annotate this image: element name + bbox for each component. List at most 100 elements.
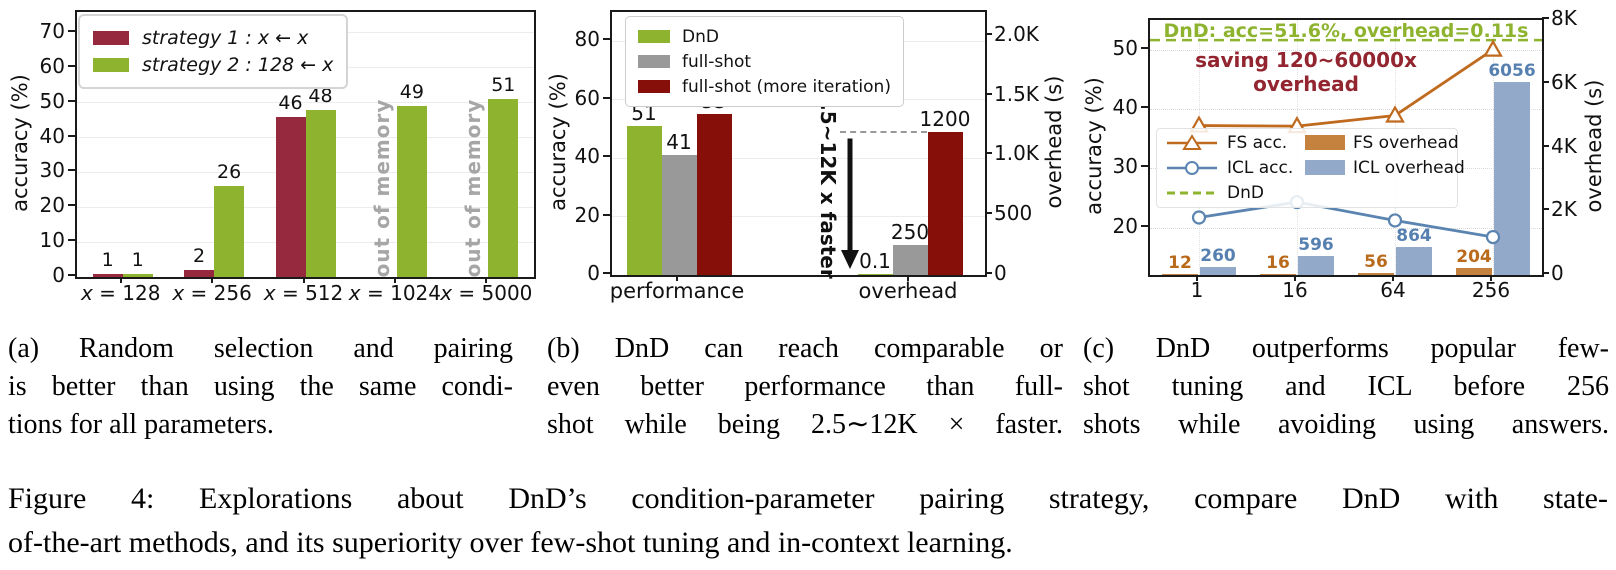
- y-tick-label: 20: [574, 202, 600, 227]
- caption-line: shot while being 2.5∼12K × faster.: [547, 409, 1063, 440]
- y-axis-label-right-text: overhead (s): [1582, 79, 1606, 212]
- subcaption-c: (c) DnD outperforms popular few-shot tun…: [1083, 306, 1609, 444]
- caption-line: of-the-art methods, and its superiority …: [8, 526, 1013, 559]
- x-tick-label: 16: [1282, 278, 1308, 302]
- x-tick-mark: [1196, 275, 1198, 281]
- y-tick-label: 60: [574, 85, 600, 110]
- bar-FS overhead: [1456, 268, 1492, 275]
- y-tick-label: 40: [39, 123, 65, 148]
- bar-full-shot (more iteration): [927, 131, 963, 275]
- y-axis-label-left-text: accuracy (%): [1082, 76, 1106, 215]
- legend-swatch: [1305, 160, 1345, 175]
- legend-label: ICL acc.: [1227, 158, 1294, 178]
- y-tick-label-right: 4K: [1551, 133, 1577, 158]
- legend-line-icon: [1167, 191, 1217, 195]
- bar-strategy1: [184, 270, 215, 277]
- y-tick-label-right: 6K: [1551, 69, 1577, 94]
- subcaption-a: (a) Random selection and pairing is bette…: [8, 306, 513, 444]
- x-tick-var: x: [440, 281, 453, 305]
- y-tick-label-right: 1.0K: [994, 141, 1039, 166]
- legend-swatch: [638, 55, 670, 68]
- bar-full-shot: [661, 155, 697, 275]
- dashed-reference-line: [840, 130, 927, 133]
- x-tick-mark: [1392, 275, 1394, 281]
- bar-FS overhead: [1162, 273, 1198, 275]
- x-tick-label: x = 5000: [440, 281, 533, 305]
- y-tick-mark: [603, 96, 610, 99]
- x-tick-label: 64: [1380, 278, 1406, 302]
- bar-value-label: 56: [1364, 252, 1388, 273]
- bar-value-label: 2: [193, 245, 206, 268]
- legend-label: full-shot (more iteration): [682, 76, 891, 97]
- y-tick-mark-right: [1542, 17, 1549, 19]
- bar-value-label: 1: [131, 248, 144, 271]
- legend-c: FS acc. ICL acc. DnD FS overhead ICL overhea…: [1156, 128, 1465, 208]
- y-tick-mark: [1141, 105, 1148, 108]
- y-tick-label: 0: [587, 261, 600, 285]
- bar-value-label: 260: [1200, 245, 1236, 266]
- annotation-dnd: DnD: acc=51.6%, overhead=0.11s: [1163, 20, 1529, 42]
- x-tick-var: x: [263, 281, 276, 305]
- figure-caption: Figure 4: Explorations about DnD’s condi…: [8, 477, 1608, 565]
- y-tick-label: 50: [39, 88, 65, 113]
- x-tick-label: x = 256: [172, 281, 252, 305]
- x-tick-label: overhead: [858, 279, 958, 303]
- bar-DnD: [857, 273, 893, 275]
- bar-strategy2: [305, 109, 336, 277]
- y-tick-label: 30: [1112, 154, 1138, 179]
- caption-line: Figure 4: Explorations about DnD’s condi…: [8, 482, 1608, 515]
- y-axis-label-right-text: overhead (s): [1042, 75, 1066, 208]
- x-tick-label: x = 512: [263, 281, 344, 305]
- y-tick-mark: [68, 99, 75, 102]
- annotation-saving: saving 120~60000x overhead: [1195, 48, 1417, 96]
- y-axis-label-left-text: accuracy (%): [546, 72, 570, 211]
- y-tick-label-right: 8K: [1551, 6, 1577, 30]
- x-tick-mark: [485, 277, 488, 283]
- gridline: [1150, 227, 1542, 229]
- bar-value-label: 49: [399, 81, 424, 104]
- bar-value-label: 26: [217, 161, 242, 184]
- legend-label: FS overhead: [1353, 133, 1459, 153]
- bar-value-label: 51: [491, 74, 516, 97]
- x-tick-var: x: [80, 281, 93, 305]
- y-tick-label: 70: [39, 18, 65, 43]
- x-tick-label: x = 1024: [348, 281, 441, 305]
- y-tick-label: 10: [39, 228, 65, 253]
- bar-FS overhead: [1358, 273, 1394, 275]
- legend-b: DnD full-shot full-shot (more iteration): [625, 16, 904, 107]
- legend-line-icon: [1167, 134, 1217, 150]
- legend-label: FS acc.: [1227, 133, 1288, 153]
- y-tick-mark: [68, 239, 75, 242]
- y-tick-mark: [603, 213, 610, 216]
- legend-swatch: [93, 58, 129, 72]
- y-tick-mark: [68, 29, 75, 32]
- y-tick-label-right: 1.5K: [994, 81, 1039, 106]
- caption-line: shot tuning and ICL before 256: [1083, 371, 1609, 402]
- legend-label: DnD: [1227, 183, 1264, 203]
- y-tick-mark: [68, 134, 75, 137]
- bar-DnD: [626, 125, 662, 275]
- y-tick-mark-right: [985, 212, 992, 215]
- caption-line: shots while avoiding using answers.: [1083, 409, 1609, 440]
- circle-icon: [1185, 161, 1199, 175]
- gridline-vertical: [1493, 20, 1494, 275]
- x-tick-label: 256: [1471, 278, 1511, 302]
- bar-ICL overhead: [1298, 256, 1334, 275]
- x-tick-mark: [211, 277, 214, 283]
- bar-full-shot: [892, 245, 928, 275]
- subcaption-b: (b) DnD can reach comparable or even bett…: [547, 306, 1063, 444]
- legend-row: full-shot: [638, 50, 891, 73]
- y-tick-label: 20: [1112, 213, 1138, 238]
- bar-value-label: 250: [890, 220, 930, 245]
- x-tick-mark: [1490, 275, 1492, 281]
- legend-label: strategy 2 : 128 ← x: [142, 54, 334, 76]
- caption-line: tions for all parameters.: [8, 409, 274, 440]
- legend-swatch: [1305, 135, 1345, 150]
- gridline: [77, 102, 534, 104]
- y-tick-mark: [1141, 224, 1148, 227]
- y-tick-label-right: 0: [994, 261, 1007, 285]
- y-tick-mark: [603, 38, 610, 41]
- bar-value-label: 12: [1168, 252, 1192, 273]
- x-tick-mark: [302, 277, 305, 283]
- x-tick-mark: [1294, 275, 1296, 281]
